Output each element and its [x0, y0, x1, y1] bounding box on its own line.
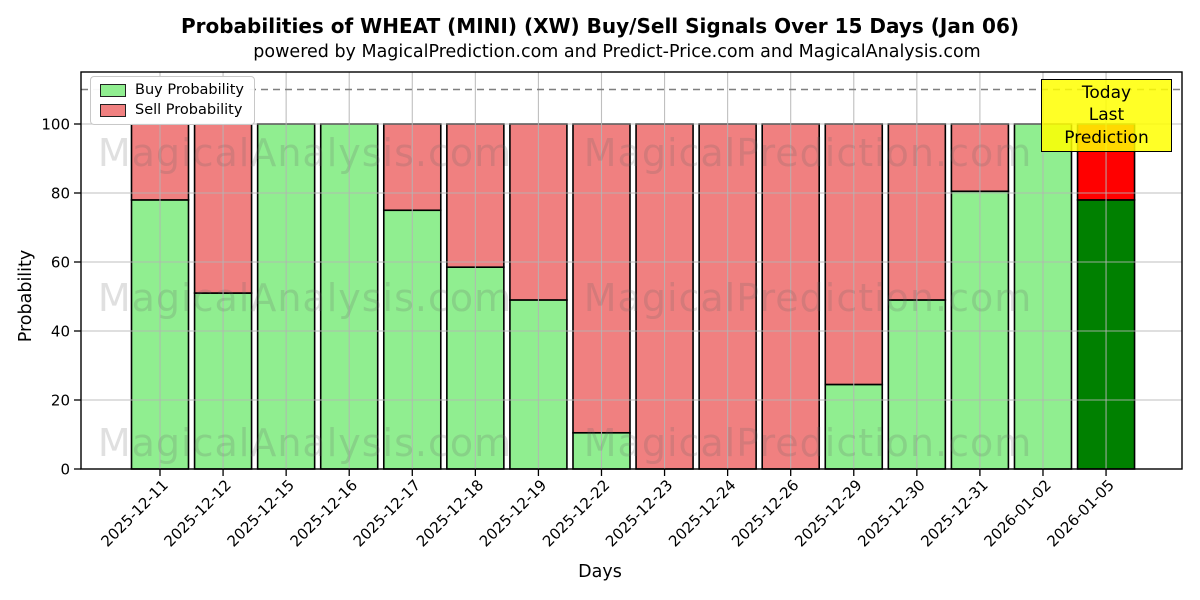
- watermark-text: MagicalPrediction.com: [584, 131, 1033, 175]
- legend: Buy Probability Sell Probability: [90, 76, 255, 125]
- watermark-text: MagicalAnalysis.com: [98, 276, 512, 320]
- x-tick-label: 2025-12-19: [476, 476, 550, 550]
- y-tick-label: 100: [41, 116, 70, 134]
- watermark-text: MagicalAnalysis.com: [98, 421, 512, 465]
- watermark-text: MagicalAnalysis.com: [98, 131, 512, 175]
- x-tick-label: 2025-12-26: [728, 476, 802, 550]
- y-tick-label: 0: [60, 461, 70, 479]
- x-tick-label: 2025-12-15: [224, 476, 298, 550]
- legend-item-sell: Sell Probability: [100, 102, 244, 118]
- x-tick-label: 2025-12-23: [602, 476, 676, 550]
- x-tick-label: 2025-12-31: [917, 476, 991, 550]
- x-tick-label: 2025-12-11: [97, 476, 171, 550]
- legend-label-buy: Buy Probability: [135, 82, 244, 98]
- x-tick-label: 2025-12-24: [665, 476, 739, 550]
- buy-swatch-icon: [100, 83, 126, 97]
- x-tick-label: 2026-01-02: [980, 476, 1054, 550]
- page-title: Probabilities of WHEAT (MINI) (XW) Buy/S…: [180, 14, 1020, 38]
- x-tick-label: 2025-12-17: [350, 476, 424, 550]
- today-annotation-line2: Last Prediction: [1064, 105, 1149, 148]
- x-tick-label: 2025-12-29: [791, 476, 865, 550]
- y-tick-label: 20: [51, 392, 70, 410]
- legend-label-sell: Sell Probability: [135, 102, 243, 118]
- watermark-text: MagicalPrediction.com: [584, 276, 1033, 320]
- x-tick-label: 2025-12-30: [854, 476, 928, 550]
- y-axis-label: Probability: [16, 249, 36, 343]
- today-annotation-line1: Today: [1081, 83, 1132, 103]
- x-tick-label: 2025-12-18: [413, 476, 487, 550]
- page-subtitle: powered by MagicalPrediction.com and Pre…: [253, 42, 981, 62]
- y-tick-label: 40: [51, 323, 70, 341]
- today-annotation: Today Last Prediction: [1041, 79, 1172, 153]
- x-axis-label: Days: [578, 562, 622, 582]
- plot-border: [80, 71, 1183, 470]
- x-tick-label: 2025-12-22: [539, 476, 613, 550]
- legend-item-buy: Buy Probability: [100, 82, 244, 98]
- x-tick-label: 2026-01-05: [1043, 476, 1117, 550]
- y-tick-label: 60: [51, 254, 70, 272]
- x-tick-label: 2025-12-16: [287, 476, 361, 550]
- watermark-text: MagicalPrediction.com: [584, 421, 1033, 465]
- y-tick-label: 80: [51, 185, 70, 203]
- x-tick-label: 2025-12-12: [161, 476, 235, 550]
- sell-swatch-icon: [100, 103, 126, 117]
